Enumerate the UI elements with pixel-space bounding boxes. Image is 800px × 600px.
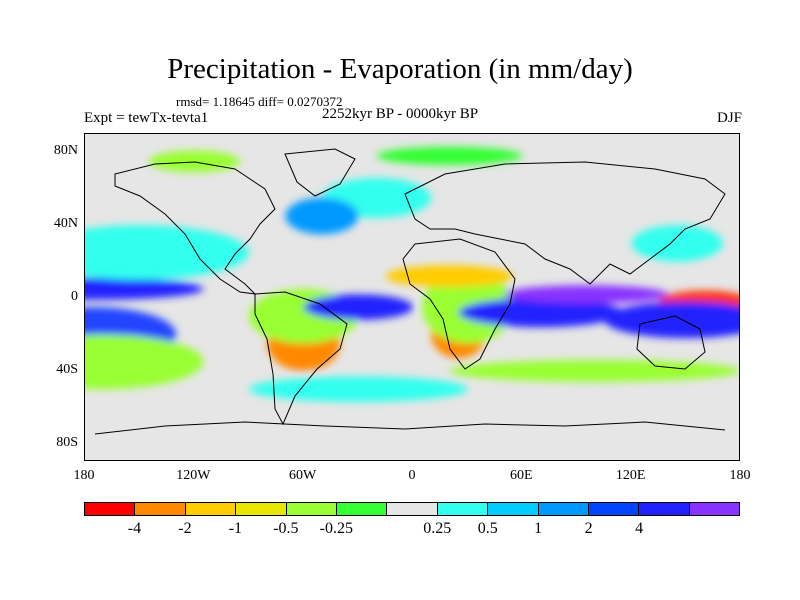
colorbar-label-9: 4	[635, 520, 644, 537]
field-region-7	[303, 294, 413, 320]
colorbar-swatch-8	[488, 503, 539, 515]
coastlines	[94, 148, 726, 435]
field-region-20	[449, 359, 739, 382]
field-region-17	[385, 265, 514, 288]
coastline-north-america	[114, 161, 276, 295]
field-region-18	[376, 146, 523, 165]
colorbar-swatch-7	[437, 503, 489, 515]
colorbar-label-7: 1	[534, 520, 543, 537]
colorbar-swatch-5	[336, 503, 388, 515]
colorbar-label-0: -4	[127, 520, 142, 537]
world-map	[85, 146, 739, 435]
field-region-10	[458, 298, 623, 328]
field-region-11	[504, 285, 669, 304]
field-region-21	[249, 376, 468, 402]
colorbar-swatch-3	[236, 503, 287, 515]
field-region-4	[85, 225, 249, 280]
map-panel	[84, 133, 740, 461]
colorbar-swatch-2	[185, 503, 237, 515]
field-region-19	[148, 150, 240, 173]
colorbar-label-6: 0.5	[477, 520, 498, 537]
colorbar-swatch-6	[387, 503, 438, 515]
lon-label-1: 120W	[176, 468, 211, 483]
colorbar-swatch-0	[85, 503, 136, 515]
coastline-eurasia	[404, 161, 726, 285]
plot-title: Precipitation - Evaporation (in mm/day)	[167, 53, 633, 85]
lon-label-5: 120E	[615, 468, 646, 483]
field-region-2	[85, 334, 204, 390]
lat-label-2: 0	[71, 289, 78, 304]
colorbar	[84, 502, 740, 516]
colorbar-swatch-11	[639, 503, 690, 515]
colorbar-swatch-1	[135, 503, 186, 515]
colorbar-label-8: 2	[584, 520, 593, 537]
field-layer	[85, 146, 739, 402]
colorbar-label-4: -0.25	[319, 520, 353, 537]
colorbar-swatch-12	[689, 503, 740, 515]
lon-label-2: 60W	[289, 468, 317, 483]
colorbar-label-2: -1	[228, 520, 243, 537]
field-region-16	[285, 197, 359, 235]
field-region-13	[604, 301, 739, 339]
stats-text: rmsd= 1.18645 diff= 0.0270372	[176, 94, 343, 109]
coastline-greenland	[284, 148, 356, 197]
lon-label-4: 60E	[510, 468, 533, 483]
field-region-3	[85, 277, 204, 300]
lat-label-4: 80S	[56, 434, 78, 450]
lat-label-1: 40N	[53, 216, 78, 232]
lon-label-0: 180	[73, 468, 95, 483]
colorbar-swatch-9	[538, 503, 589, 515]
field-region-14	[631, 225, 723, 262]
lat-label-0: 80N	[53, 143, 78, 159]
colorbar-label-1: -2	[178, 520, 192, 537]
colorbar-swatch-4	[286, 503, 337, 515]
coastline-africa	[402, 238, 516, 370]
period-label: 2252kyr BP - 0000kyr BP	[322, 106, 479, 122]
coastline-australia	[636, 315, 706, 370]
colorbar-swatch-10	[588, 503, 640, 515]
season-label: DJF	[716, 110, 742, 126]
lat-label-3: 40S	[56, 361, 78, 377]
experiment-label: Expt = tewTx-tevta1	[84, 110, 209, 126]
colorbar-label-5: 0.25	[423, 520, 452, 537]
lon-label-3: 0	[408, 468, 416, 483]
coastline-antarctica	[94, 421, 726, 435]
lon-label-6: 180	[729, 468, 751, 483]
coastline-south-america	[254, 291, 348, 426]
colorbar-label-3: -0.5	[273, 520, 299, 537]
